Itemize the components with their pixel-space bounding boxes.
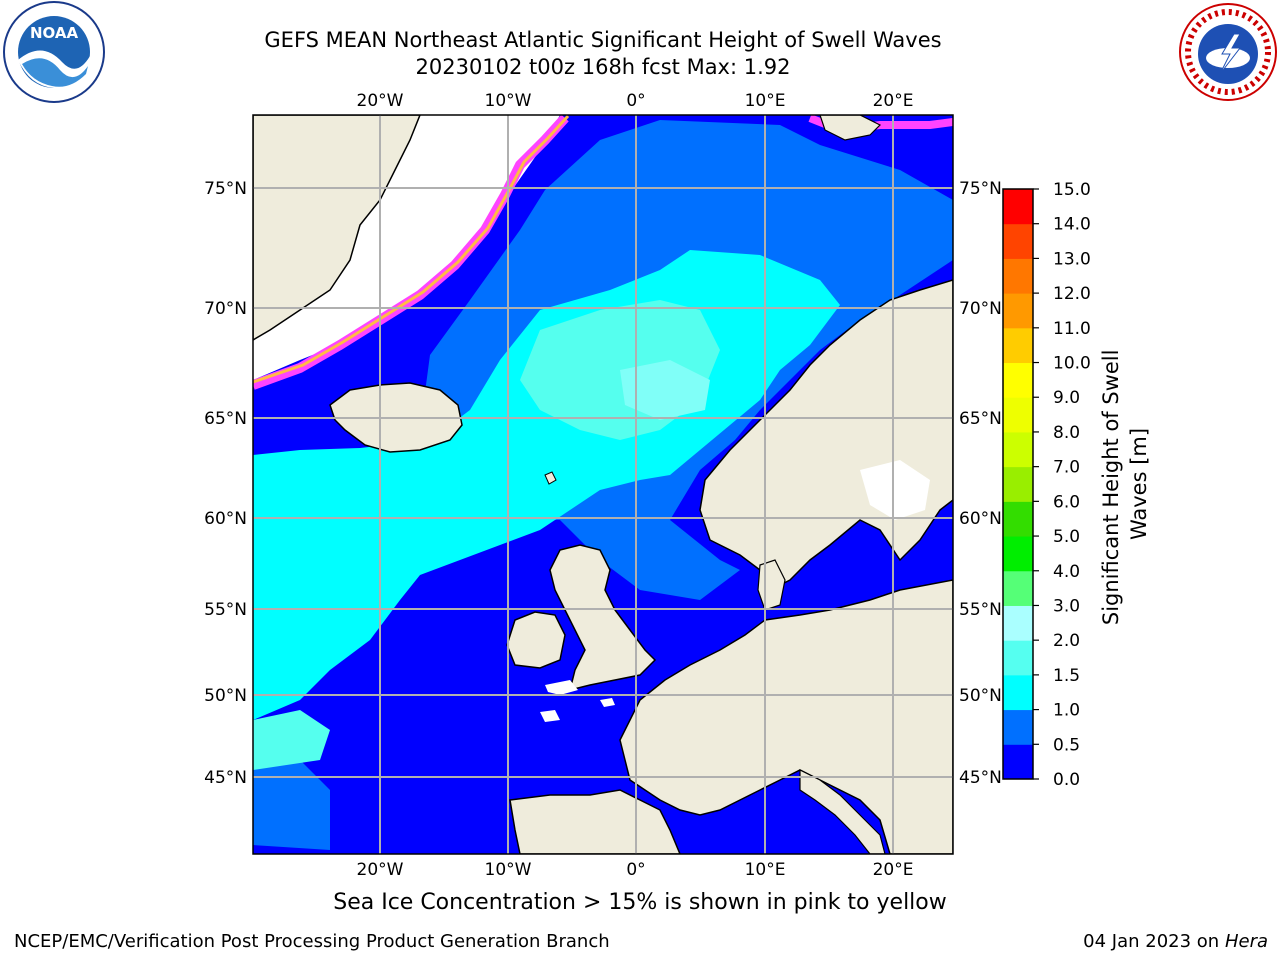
nws-logo [1179, 3, 1277, 101]
colorbar-title-line1: Significant Height of Swell [1099, 350, 1123, 626]
lon-label-bottom: 20°E [873, 860, 914, 880]
lon-label-top: 0° [626, 91, 645, 111]
lat-label-left: 50°N [204, 686, 247, 706]
lat-label-right: 70°N [959, 299, 1002, 319]
colorbar-swatch [1003, 744, 1033, 780]
noaa-logo: NOAA [3, 1, 105, 103]
lat-label-left: 70°N [204, 299, 247, 319]
colorbar-swatch [1003, 362, 1033, 398]
colorbar-swatch [1003, 709, 1033, 745]
colorbar-swatch [1003, 536, 1033, 572]
iberia-land [509, 789, 681, 854]
lon-label-top: 20°W [357, 91, 404, 111]
lat-label-left: 60°N [204, 509, 247, 529]
biscay-white-patch [545, 680, 578, 695]
lat-label-right: 55°N [959, 600, 1002, 620]
lat-label-left: 65°N [204, 409, 247, 429]
colorbar-tick-label: 11.0 [1053, 319, 1091, 339]
colorbar-tick-label: 7.0 [1053, 458, 1080, 478]
lat-label-left: 45°N [204, 768, 247, 788]
ocean-mid-swell [253, 450, 330, 850]
colorbar-swatches [1003, 189, 1033, 780]
colorbar-swatch [1003, 605, 1033, 641]
ocean-lighter-patch [620, 360, 710, 420]
ireland-land [506, 611, 566, 669]
chart-subtitle: 20230102 t00z 168h fcst Max: 1.92 [415, 55, 791, 79]
map-content [253, 115, 953, 854]
colorbar-swatch [1003, 570, 1033, 606]
footer-date-text: 04 Jan 2023 on [1083, 931, 1220, 952]
lon-label-bottom: 20°W [357, 860, 404, 880]
greenland-land [253, 115, 421, 341]
colorbar-tick-label: 2.0 [1053, 631, 1080, 651]
colorbar-tick-label: 13.0 [1053, 249, 1091, 269]
lon-label-bottom: 10°W [485, 860, 532, 880]
colorbar-swatch [1003, 293, 1033, 329]
colorbar-swatch [1003, 223, 1033, 259]
italy-land [799, 769, 886, 854]
lon-label-top: 10°E [745, 91, 786, 111]
svalbard-land [819, 115, 882, 141]
lat-label-right: 50°N [959, 686, 1002, 706]
colorbar-tick-label: 1.5 [1053, 666, 1080, 686]
lat-label-right: 65°N [959, 409, 1002, 429]
lat-label-left: 55°N [204, 600, 247, 620]
map-frame [252, 114, 954, 855]
lat-label-right: 60°N [959, 509, 1002, 529]
colorbar-swatch [1003, 327, 1033, 364]
colorbar-title-line2: Waves [m] [1127, 428, 1151, 540]
colorbar-tick-label: 12.0 [1053, 284, 1091, 304]
lon-label-top: 20°E [873, 91, 914, 111]
footer-credit: NCEP/EMC/Verification Post Processing Pr… [14, 931, 610, 952]
colorbar-tick-label: 14.0 [1053, 215, 1091, 235]
caption: Sea Ice Concentration > 15% is shown in … [333, 890, 947, 915]
chart-title: GEFS MEAN Northeast Atlantic Significant… [264, 28, 942, 52]
colorbar-swatch [1003, 189, 1033, 225]
footer-date: 04 Jan 2023 on Hera [1083, 931, 1268, 952]
colorbar-swatch [1003, 674, 1033, 711]
colorbar-swatch [1003, 397, 1033, 433]
colorbar-tick-label: 10.0 [1053, 354, 1091, 374]
noaa-logo-text: NOAA [30, 24, 79, 42]
graticule [253, 115, 953, 854]
colorbar-tick-label: 4.0 [1053, 562, 1080, 582]
lat-label-right: 75°N [959, 179, 1002, 199]
footer-host: Hera [1224, 931, 1268, 952]
colorbar-tick-label: 3.0 [1053, 596, 1080, 616]
colorbar-swatch [1003, 466, 1033, 502]
colorbar-tick-label: 5.0 [1053, 527, 1080, 547]
colorbar-tick-label: 0.5 [1053, 735, 1080, 755]
colorbar-swatch [1003, 501, 1033, 537]
baltic-ice-white [860, 460, 930, 520]
great-britain-land [549, 544, 657, 692]
lon-label-bottom: 0° [626, 860, 645, 880]
colorbar-tick-label: 6.0 [1053, 492, 1080, 512]
colorbar-frame [1002, 188, 1034, 780]
colorbar-tick-label: 9.0 [1053, 388, 1080, 408]
ocean-light-swell-2 [253, 710, 330, 770]
colorbar-ticks: 0.0 0.5 1.0 1.5 2.0 3.0 4.0 5.0 6.0 7.0 8.0 9.0 10.0… [1033, 180, 1091, 790]
lat-label-right: 45°N [959, 768, 1002, 788]
svg-text:Significant Height of Swell: Significant Height of Swell Waves [m] [1099, 343, 1151, 625]
colorbar-swatch [1003, 258, 1033, 294]
lon-label-top: 10°W [485, 91, 532, 111]
sea-ice-edge-inner [253, 115, 570, 384]
colorbar-tick-label: 0.0 [1053, 770, 1080, 790]
colorbar-tick-label: 15.0 [1053, 180, 1091, 200]
lon-label-bottom: 10°E [745, 860, 786, 880]
biscay-white-patch-2 [540, 710, 560, 722]
colorbar-tick-label: 1.0 [1053, 701, 1080, 721]
faroe-land [544, 471, 557, 485]
channel-white-patch [600, 698, 615, 707]
lat-label-left: 75°N [204, 179, 247, 199]
colorbar-tick-label: 8.0 [1053, 423, 1080, 443]
colorbar-swatch [1003, 431, 1033, 468]
colorbar-swatch [1003, 640, 1033, 676]
